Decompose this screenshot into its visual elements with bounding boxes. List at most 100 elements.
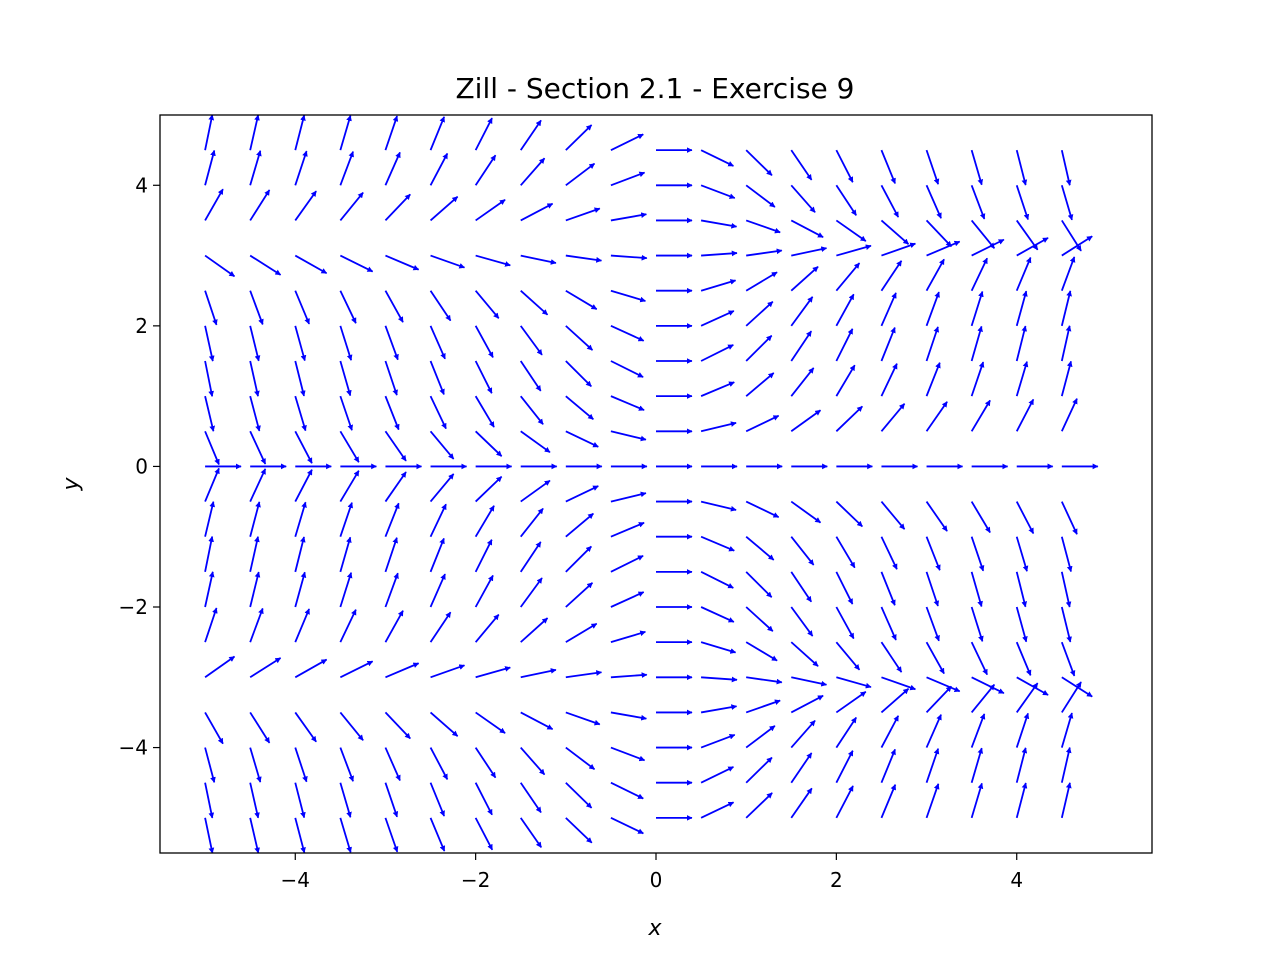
field-arrow xyxy=(610,554,644,573)
field-arrow xyxy=(970,713,986,748)
field-arrow xyxy=(1060,641,1076,677)
field-arrow xyxy=(429,152,449,186)
field-arrow xyxy=(249,395,261,432)
field-arrow xyxy=(520,711,554,730)
field-arrow xyxy=(249,325,261,362)
field-arrow xyxy=(925,291,940,327)
field-arrow xyxy=(204,711,224,745)
field-arrow xyxy=(249,468,267,502)
field-arrow xyxy=(294,658,328,679)
field-arrow xyxy=(925,714,942,748)
field-arrow xyxy=(610,746,646,762)
field-arrow xyxy=(339,572,353,608)
field-arrow xyxy=(880,500,906,530)
field-arrow xyxy=(880,748,896,784)
field-arrow xyxy=(249,657,282,679)
field-arrow xyxy=(700,344,734,362)
field-arrow xyxy=(700,500,737,512)
field-arrow xyxy=(519,817,543,848)
field-arrow xyxy=(429,503,447,538)
field-arrow xyxy=(1060,325,1072,362)
field-arrow xyxy=(790,641,819,667)
field-arrow xyxy=(475,711,506,734)
field-arrow xyxy=(339,502,353,537)
y-tick-label: −2 xyxy=(119,595,148,619)
field-arrow xyxy=(700,219,738,229)
field-arrow xyxy=(926,240,961,257)
field-arrow xyxy=(565,817,593,844)
field-arrow xyxy=(610,254,648,261)
field-arrow xyxy=(970,782,984,819)
field-arrow xyxy=(700,733,736,749)
field-arrow xyxy=(520,157,546,186)
y-tick-label: 2 xyxy=(135,314,148,338)
field-arrow xyxy=(1016,676,1049,696)
field-arrow xyxy=(745,699,781,714)
field-arrow xyxy=(835,405,863,432)
field-arrow xyxy=(1015,782,1028,819)
field-arrow xyxy=(204,535,214,573)
field-arrow xyxy=(519,782,542,813)
field-arrow xyxy=(880,784,897,819)
field-arrow xyxy=(1061,398,1078,432)
field-arrow xyxy=(204,360,214,397)
field-arrow xyxy=(880,536,898,570)
field-arrow xyxy=(880,327,896,362)
field-arrow xyxy=(204,607,218,643)
field-arrow xyxy=(1015,149,1028,186)
field-arrow xyxy=(249,254,282,276)
field-arrow xyxy=(384,610,404,643)
field-arrow xyxy=(294,536,306,573)
field-arrow xyxy=(971,676,1005,695)
field-arrow xyxy=(700,766,734,784)
field-arrow xyxy=(700,310,735,327)
field-arrow xyxy=(610,289,646,303)
field-arrow xyxy=(384,151,401,186)
field-arrow xyxy=(249,290,264,325)
field-arrow xyxy=(1060,290,1072,327)
field-arrow xyxy=(294,190,317,221)
field-arrow xyxy=(520,202,554,222)
x-tick-label: 2 xyxy=(830,868,843,892)
field-arrow xyxy=(700,535,735,552)
field-arrow xyxy=(925,501,948,532)
field-arrow xyxy=(1015,219,1039,251)
field-arrow xyxy=(520,507,544,538)
field-arrow xyxy=(1016,237,1049,257)
field-arrow xyxy=(429,360,445,395)
field-arrow xyxy=(565,545,592,573)
field-arrow xyxy=(384,325,399,361)
field-arrow xyxy=(565,485,599,503)
field-arrow xyxy=(475,476,503,503)
field-arrow xyxy=(565,512,594,538)
field-arrow xyxy=(294,325,307,362)
field-arrow xyxy=(790,367,815,397)
field-arrow xyxy=(971,238,1005,257)
field-arrow xyxy=(970,184,986,220)
field-arrow xyxy=(565,430,599,448)
field-arrow xyxy=(970,149,984,186)
field-arrow xyxy=(474,574,494,608)
field-arrow xyxy=(204,655,236,679)
field-arrow xyxy=(745,414,780,433)
field-arrow xyxy=(700,279,737,292)
field-arrow xyxy=(790,500,822,524)
y-axis: −4 −2 0 2 4 xyxy=(119,173,160,760)
field-arrow xyxy=(1015,398,1035,432)
field-arrow xyxy=(565,782,593,809)
field-arrow xyxy=(790,266,819,292)
field-arrow xyxy=(429,395,447,430)
field-arrow xyxy=(700,381,735,397)
field-arrow xyxy=(204,782,215,819)
field-arrow xyxy=(339,151,354,186)
field-arrow xyxy=(970,641,988,676)
field-arrow xyxy=(1015,325,1028,362)
field-arrow xyxy=(700,641,737,654)
field-arrow xyxy=(474,817,494,851)
field-arrow xyxy=(791,676,828,687)
field-arrow xyxy=(746,248,783,257)
field-arrow xyxy=(880,149,896,184)
field-arrow xyxy=(474,613,500,643)
field-arrow xyxy=(339,360,352,397)
field-arrow xyxy=(1060,712,1074,748)
